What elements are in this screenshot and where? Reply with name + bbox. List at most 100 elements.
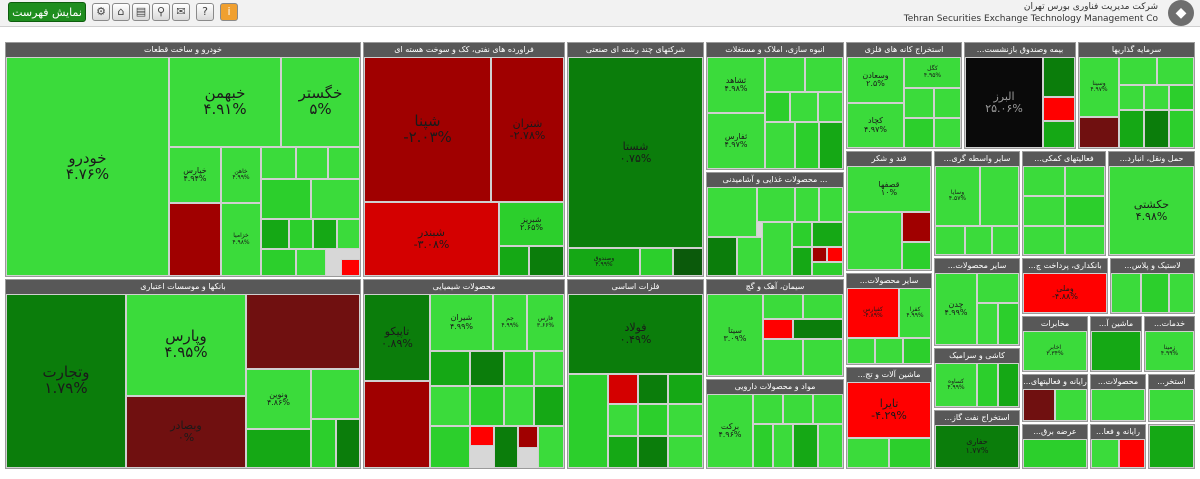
tile-minor[interactable] — [246, 294, 360, 369]
info-icon[interactable]: i — [220, 3, 238, 21]
tile-minor[interactable] — [1091, 331, 1141, 371]
tile-minor[interactable] — [812, 247, 827, 262]
tile-vapars[interactable]: وپارس ۴.۹۵% — [126, 294, 246, 396]
tile-minor[interactable] — [261, 179, 311, 219]
tile-minor[interactable] — [904, 118, 934, 148]
tile-minor[interactable] — [638, 404, 668, 436]
tile-shiran[interactable]: شیران ۴.۹۹% — [430, 294, 493, 351]
tile-minor[interactable] — [470, 426, 494, 446]
tile-minor[interactable] — [430, 426, 470, 468]
tile-minor[interactable] — [818, 92, 843, 122]
tile-minor[interactable] — [763, 294, 803, 319]
tile-shepna[interactable]: شپنا -۲.۰۳% — [364, 57, 491, 202]
tile-minor[interactable] — [707, 187, 757, 237]
tile-minor[interactable] — [534, 351, 564, 386]
tile-minor[interactable] — [819, 122, 843, 169]
show-list-button[interactable]: نمایش فهرست — [8, 2, 86, 22]
tile-minor[interactable] — [847, 338, 875, 364]
tile-minor[interactable] — [668, 374, 703, 404]
tile-minor[interactable] — [364, 381, 430, 468]
search-icon[interactable]: ⚲ — [152, 3, 170, 21]
tile-minor[interactable] — [977, 273, 1019, 303]
tile-vanovin[interactable]: ونوین ۴.۸۶% — [246, 369, 311, 429]
tile-minor[interactable] — [638, 374, 668, 404]
tile-minor[interactable] — [328, 147, 360, 179]
help-icon[interactable]: ? — [196, 3, 214, 21]
tile-minor[interactable] — [1023, 389, 1055, 421]
tile-minor[interactable] — [1169, 85, 1194, 110]
tile-minor[interactable] — [1119, 85, 1144, 110]
tile-khodro[interactable]: خودرو ۴.۷۶% — [6, 57, 169, 276]
tile-minor[interactable] — [902, 242, 931, 270]
tile-minor[interactable] — [1023, 166, 1065, 196]
tile-minor[interactable] — [246, 429, 311, 468]
tile-kafara[interactable]: کفرا ۴.۹۹% — [899, 288, 931, 338]
tile-minor[interactable] — [793, 424, 818, 468]
tile-minor[interactable] — [1065, 166, 1105, 196]
tile-khbahman[interactable]: خبهمن ۴.۹۱% — [169, 57, 281, 147]
tile-minor[interactable] — [737, 237, 762, 276]
tile-minor[interactable] — [1169, 110, 1194, 148]
tile-khzamya[interactable]: خزامیا ۴.۹۸% — [221, 203, 261, 276]
tile-minor[interactable] — [757, 187, 795, 222]
tile-minor[interactable] — [965, 226, 992, 255]
tile-minor[interactable] — [1144, 110, 1169, 148]
tile-minor[interactable] — [889, 438, 931, 468]
tile-akhabar[interactable]: اخابر ۳.۳۴% — [1023, 331, 1087, 371]
tile-minor[interactable] — [568, 374, 608, 468]
tile-minor[interactable] — [813, 394, 843, 424]
tile-minor[interactable] — [518, 426, 538, 448]
tile-khpars[interactable]: خپارس ۴.۹۴% — [169, 147, 221, 203]
home-icon[interactable]: ⌂ — [112, 3, 130, 21]
tile-tapra[interactable]: تایرا -۴.۲۹% — [847, 382, 931, 438]
tile-minor[interactable] — [668, 404, 703, 436]
tile-minor[interactable] — [261, 249, 296, 276]
tile-minor[interactable] — [640, 248, 673, 276]
tile-minor[interactable] — [470, 386, 504, 426]
tile-minor[interactable] — [430, 351, 470, 386]
tile-minor[interactable] — [430, 386, 470, 426]
tile-minor[interactable] — [1043, 97, 1075, 121]
tile-minor[interactable] — [992, 226, 1019, 255]
tile-ghasoha[interactable]: قصفها ۱۰% — [847, 166, 931, 212]
tile-minor[interactable] — [792, 247, 812, 276]
tile-minor[interactable] — [1023, 196, 1065, 226]
tile-minor[interactable] — [795, 187, 819, 222]
tile-minor[interactable] — [707, 237, 737, 276]
tile-minor[interactable] — [1091, 439, 1119, 468]
tile-minor[interactable] — [783, 394, 813, 424]
tile-minor[interactable] — [980, 166, 1019, 226]
tile-minor[interactable] — [608, 404, 638, 436]
tile-sefars[interactable]: ثفارس ۴.۹۷% — [707, 113, 765, 169]
tile-minor[interactable] — [790, 92, 818, 122]
tile-minor[interactable] — [529, 246, 564, 276]
tile-minor[interactable] — [534, 386, 564, 426]
tile-minor[interactable] — [805, 57, 843, 92]
tile-minor[interactable] — [998, 303, 1019, 345]
tile-minor[interactable] — [934, 118, 961, 148]
tile-kagol[interactable]: کگل ۴.۹۵% — [904, 57, 961, 88]
tile-minor[interactable] — [977, 363, 998, 407]
tile-kama[interactable]: وسعادن ۲.۵% — [847, 57, 904, 103]
tile-minor[interactable] — [827, 247, 843, 262]
tile-minor[interactable] — [1055, 389, 1087, 421]
tile-minor[interactable] — [765, 122, 795, 169]
table-icon[interactable]: ▤ — [132, 3, 150, 21]
tile-minor[interactable] — [803, 339, 843, 376]
tile-minor[interactable] — [169, 203, 221, 276]
tile-minor[interactable] — [1023, 439, 1087, 468]
tile-minor[interactable] — [296, 147, 328, 179]
tile-minor[interactable] — [1079, 117, 1119, 148]
tile-minor[interactable] — [977, 303, 998, 345]
tile-minor[interactable] — [336, 419, 360, 468]
tile-chedan[interactable]: چدن ۴.۹۹% — [935, 273, 977, 345]
tile-minor[interactable] — [341, 259, 360, 276]
tile-minor[interactable] — [819, 187, 843, 222]
tile-minor[interactable] — [313, 219, 337, 249]
tile-minor[interactable] — [753, 424, 773, 468]
tile-alborz[interactable]: البرز ۲۵.۰۶% — [965, 57, 1043, 148]
tile-minor[interactable] — [795, 122, 819, 169]
tile-minor[interactable] — [847, 438, 889, 468]
tile-minor[interactable] — [753, 394, 783, 424]
tile-minor[interactable] — [847, 212, 902, 270]
